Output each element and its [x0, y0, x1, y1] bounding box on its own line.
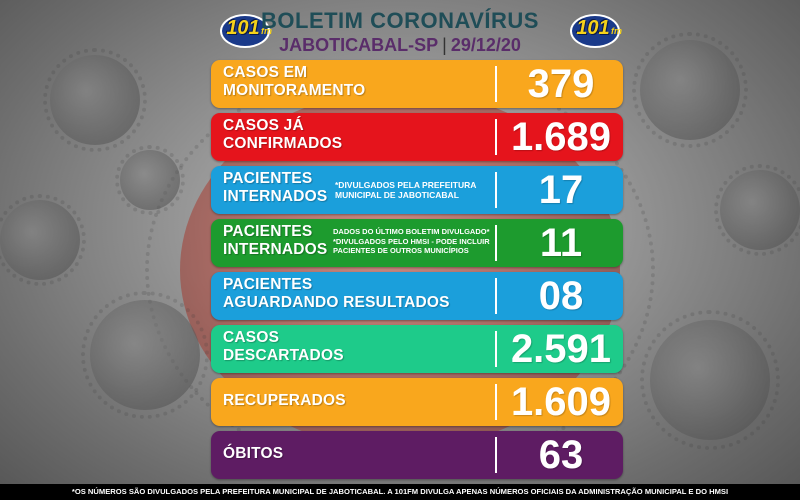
stat-row-hospitalized-prefeitura: PACIENTES INTERNADOS *DIVULGADOS PELA PR… — [211, 166, 623, 214]
city-label: JABOTICABAL-SP — [279, 35, 439, 55]
stat-label: CASOS JÁ CONFIRMADOS — [223, 117, 343, 152]
page-title: BOLETIM CORONAVÍRUS — [261, 8, 539, 33]
divider — [495, 119, 497, 155]
stat-row-hospitalized-hmsi: PACIENTES INTERNADOS DADOS DO ÚLTIMO BOL… — [211, 219, 623, 267]
radio-logo: 101 fm — [562, 12, 624, 48]
stat-value: 2.591 — [510, 327, 612, 371]
stat-value: 63 — [538, 433, 584, 477]
virus-illustration — [0, 193, 87, 287]
divider — [495, 278, 497, 314]
header: 101 fm BOLETIM CORONAVÍRUS JABOTICABAL-S… — [0, 4, 800, 60]
separator: | — [442, 35, 447, 55]
divider — [495, 437, 497, 473]
divider — [495, 66, 497, 102]
stat-label: PACIENTES INTERNADOS — [223, 170, 328, 205]
divider — [495, 225, 497, 261]
stat-note: DADOS DO ÚLTIMO BOLETIM DIVULGADO* *DIVU… — [333, 227, 490, 255]
stat-note: *DIVULGADOS PELA PREFEITURA MUNICIPAL DE… — [335, 180, 477, 200]
stat-label: CASOS DESCARTADOS — [223, 329, 344, 364]
virus-illustration — [640, 310, 780, 450]
stat-value: 17 — [538, 168, 584, 212]
stat-row-confirmed: CASOS JÁ CONFIRMADOS 1.689 — [211, 113, 623, 161]
stat-label: RECUPERADOS — [223, 392, 346, 409]
virus-illustration — [713, 163, 800, 257]
stat-label: ÓBITOS — [223, 445, 284, 462]
stat-value: 1.689 — [510, 115, 612, 159]
stat-row-awaiting-results: PACIENTES AGUARDANDO RESULTADOS 08 — [211, 272, 623, 320]
stat-value: 379 — [527, 62, 595, 106]
footer-disclaimer: *OS NÚMEROS SÃO DIVULGADOS PELA PREFEITU… — [0, 484, 800, 500]
stat-label: PACIENTES AGUARDANDO RESULTADOS — [223, 276, 450, 311]
stat-value: 08 — [538, 274, 584, 318]
stat-label: PACIENTES INTERNADOS — [223, 223, 328, 258]
virus-illustration — [42, 47, 148, 153]
stat-value: 1.609 — [510, 380, 612, 424]
stat-value: 11 — [539, 221, 583, 265]
divider — [495, 331, 497, 367]
stat-row-recovered: RECUPERADOS 1.609 — [211, 378, 623, 426]
divider — [495, 384, 497, 420]
virus-illustration — [115, 145, 185, 215]
stat-row-deaths: ÓBITOS 63 — [211, 431, 623, 479]
stat-row-monitoring: CASOS EM MONITORAMENTO 379 — [211, 60, 623, 108]
virus-illustration — [81, 291, 209, 419]
radio-logo: 101 fm — [212, 12, 274, 48]
divider — [495, 172, 497, 208]
stat-row-discarded: CASOS DESCARTADOS 2.591 — [211, 325, 623, 373]
stat-label: CASOS EM MONITORAMENTO — [223, 64, 366, 99]
date-label: 29/12/20 — [450, 35, 521, 55]
page-subtitle: JABOTICABAL-SP | 29/12/20 — [0, 35, 800, 56]
